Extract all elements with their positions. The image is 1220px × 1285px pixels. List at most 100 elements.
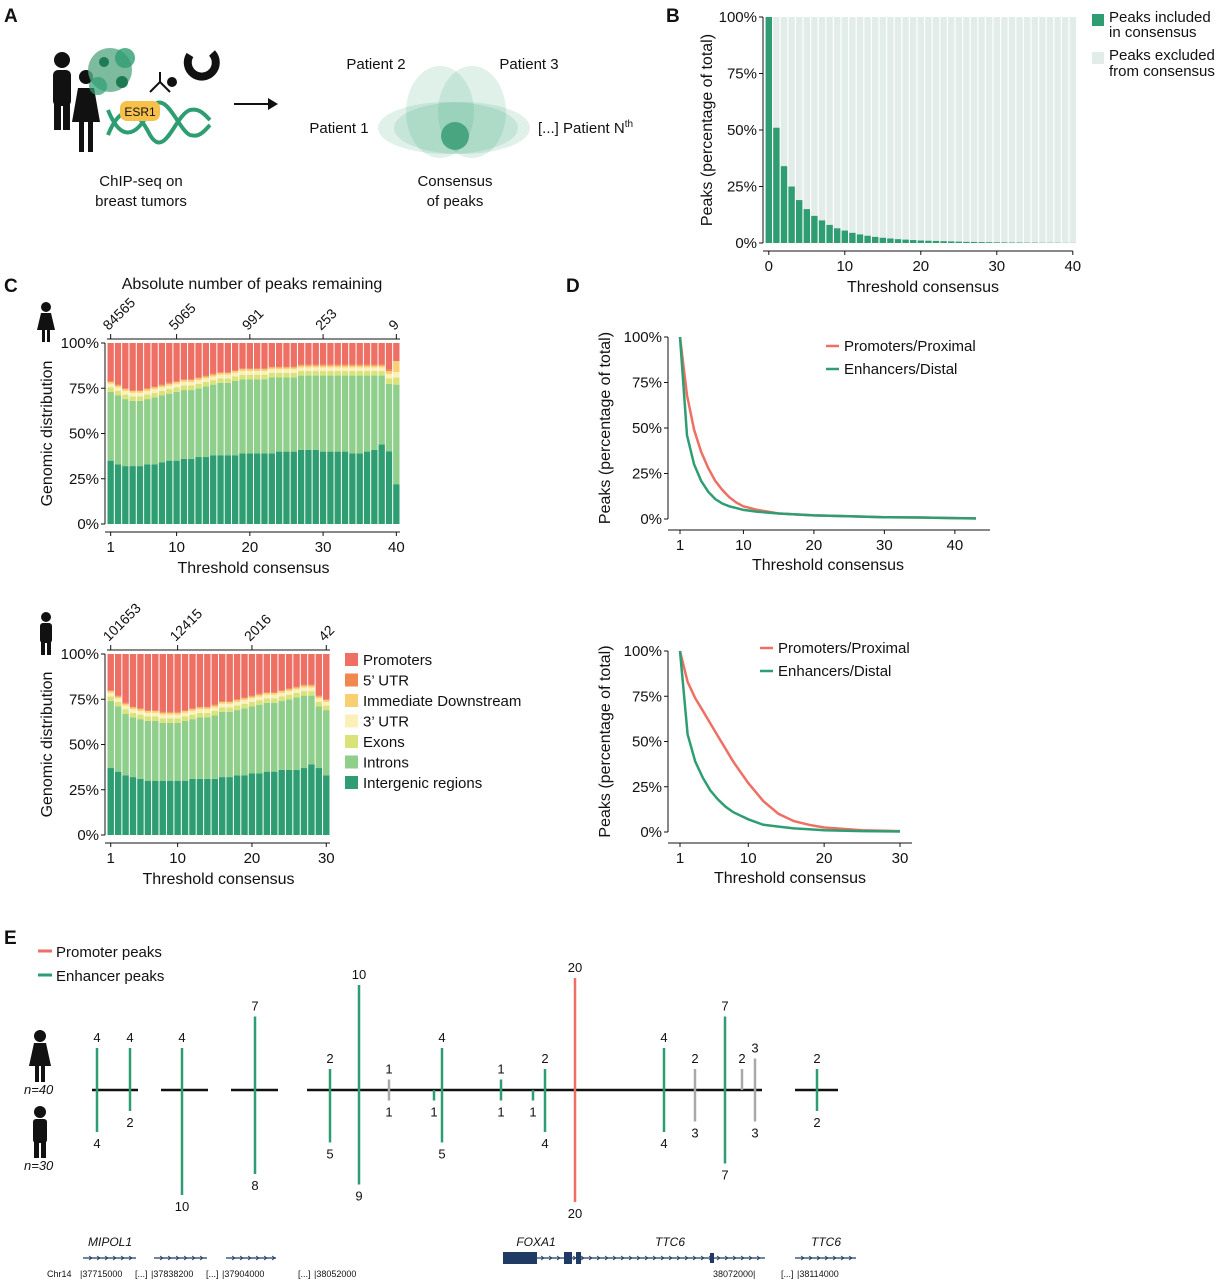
d1-y-tick-label: 50% xyxy=(632,420,662,437)
stack-promoters xyxy=(371,343,377,365)
b-y-tick-label: 50% xyxy=(727,122,757,139)
stack-immediate-downstream xyxy=(249,697,255,699)
stack-utr5 xyxy=(144,388,150,389)
stack-utr5 xyxy=(197,706,203,707)
stack-utr5 xyxy=(327,365,333,366)
stack-promoters xyxy=(181,343,187,379)
stack-introns xyxy=(137,719,143,779)
stack-introns xyxy=(264,703,270,772)
coord-break-1: [...] xyxy=(135,1269,148,1279)
peak-top-count: 4 xyxy=(178,1030,185,1045)
stack-utr5 xyxy=(298,365,304,366)
stack-exons xyxy=(301,691,307,696)
stack-exons xyxy=(174,718,180,723)
stack-utr3 xyxy=(256,697,262,701)
stack-immediate-downstream xyxy=(313,366,319,368)
bar-excluded xyxy=(1009,17,1015,243)
stack-utr3 xyxy=(386,374,392,379)
arrow-icon xyxy=(234,98,278,110)
bar-included xyxy=(872,237,878,243)
stack-utr3 xyxy=(323,702,329,706)
stack-utr3 xyxy=(122,706,128,710)
bar-excluded xyxy=(994,17,1000,243)
stack-exons xyxy=(357,371,363,376)
bar-included xyxy=(1001,242,1007,243)
stack-introns xyxy=(320,376,326,452)
stack-utr3 xyxy=(226,704,232,708)
gene-tracks xyxy=(83,1252,856,1264)
stack-intergenic xyxy=(174,781,180,835)
bar-included xyxy=(781,166,787,243)
stack-immediate-downstream xyxy=(371,366,377,368)
stack-immediate-downstream xyxy=(241,698,247,700)
stack-utr3 xyxy=(160,715,166,719)
magnet-icon xyxy=(188,53,216,77)
stack-intergenic xyxy=(269,453,275,524)
stack-introns xyxy=(160,723,166,781)
stack-utr3 xyxy=(308,687,314,691)
c1-x-axis-label: Threshold consensus xyxy=(177,560,329,577)
panel-label-e: E xyxy=(4,928,17,949)
peak-top-count: 10 xyxy=(352,967,366,982)
stack-exons xyxy=(167,718,173,723)
bar-excluded xyxy=(902,17,908,243)
stack-promoters xyxy=(342,343,348,365)
stack-utr5 xyxy=(152,710,158,711)
stack-exons xyxy=(379,371,385,376)
panel-label-a: A xyxy=(4,6,18,27)
peak-bottom-count: 4 xyxy=(541,1136,548,1151)
bar-excluded xyxy=(887,17,893,243)
stack-introns xyxy=(276,377,282,451)
bar-included xyxy=(963,242,969,243)
stack-promoters xyxy=(349,343,355,365)
stack-utr3 xyxy=(254,371,260,375)
stack-promoters xyxy=(261,343,267,368)
stack-utr5 xyxy=(212,705,218,706)
stack-utr5 xyxy=(181,379,187,380)
stack-immediate-downstream xyxy=(137,709,143,711)
legend-label: 3’ UTR xyxy=(363,714,409,731)
stack-utr5 xyxy=(166,383,172,384)
bar-excluded xyxy=(978,17,984,243)
stack-immediate-downstream xyxy=(393,361,399,372)
stack-introns xyxy=(181,390,187,459)
stack-exons xyxy=(313,371,319,376)
c2-x-tick-label: 20 xyxy=(244,850,261,867)
stack-utr5 xyxy=(188,379,194,380)
c-top-title: Absolute number of peaks remaining xyxy=(122,276,383,293)
bar-excluded xyxy=(895,17,901,243)
stack-utr3 xyxy=(349,367,355,371)
stack-promoters xyxy=(189,654,195,708)
coord-break-2: [...] xyxy=(206,1269,219,1279)
stack-introns xyxy=(349,376,355,454)
bar-excluded xyxy=(1016,17,1022,243)
stack-immediate-downstream xyxy=(122,704,128,706)
stack-introns xyxy=(122,714,128,776)
stack-immediate-downstream xyxy=(115,386,121,388)
stack-intergenic xyxy=(379,444,385,524)
chipseq-line2: breast tumors xyxy=(95,193,187,210)
stack-immediate-downstream xyxy=(286,689,292,691)
stack-utr3 xyxy=(108,384,114,388)
stack-immediate-downstream xyxy=(225,373,231,375)
peak-bottom-count: 20 xyxy=(568,1206,582,1221)
stack-promoters xyxy=(316,654,322,696)
stack-utr5 xyxy=(174,712,180,713)
stack-promoters xyxy=(210,343,216,374)
stack-intergenic xyxy=(264,772,270,835)
legend-label: Intergenic regions xyxy=(363,775,482,792)
stack-exons xyxy=(241,704,247,709)
stack-intergenic xyxy=(188,459,194,524)
stack-promoters xyxy=(108,654,114,690)
stack-exons xyxy=(115,391,121,396)
stack-promoters xyxy=(264,654,270,692)
bar-excluded xyxy=(857,17,863,243)
c1-x-tick-label: 1 xyxy=(106,539,114,556)
stack-introns xyxy=(144,399,150,464)
stack-intergenic xyxy=(286,770,292,835)
stack-immediate-downstream xyxy=(364,366,370,368)
bar-included xyxy=(971,242,977,243)
stack-intergenic xyxy=(173,461,179,524)
stack-exons xyxy=(130,713,136,718)
stack-introns xyxy=(115,395,121,464)
